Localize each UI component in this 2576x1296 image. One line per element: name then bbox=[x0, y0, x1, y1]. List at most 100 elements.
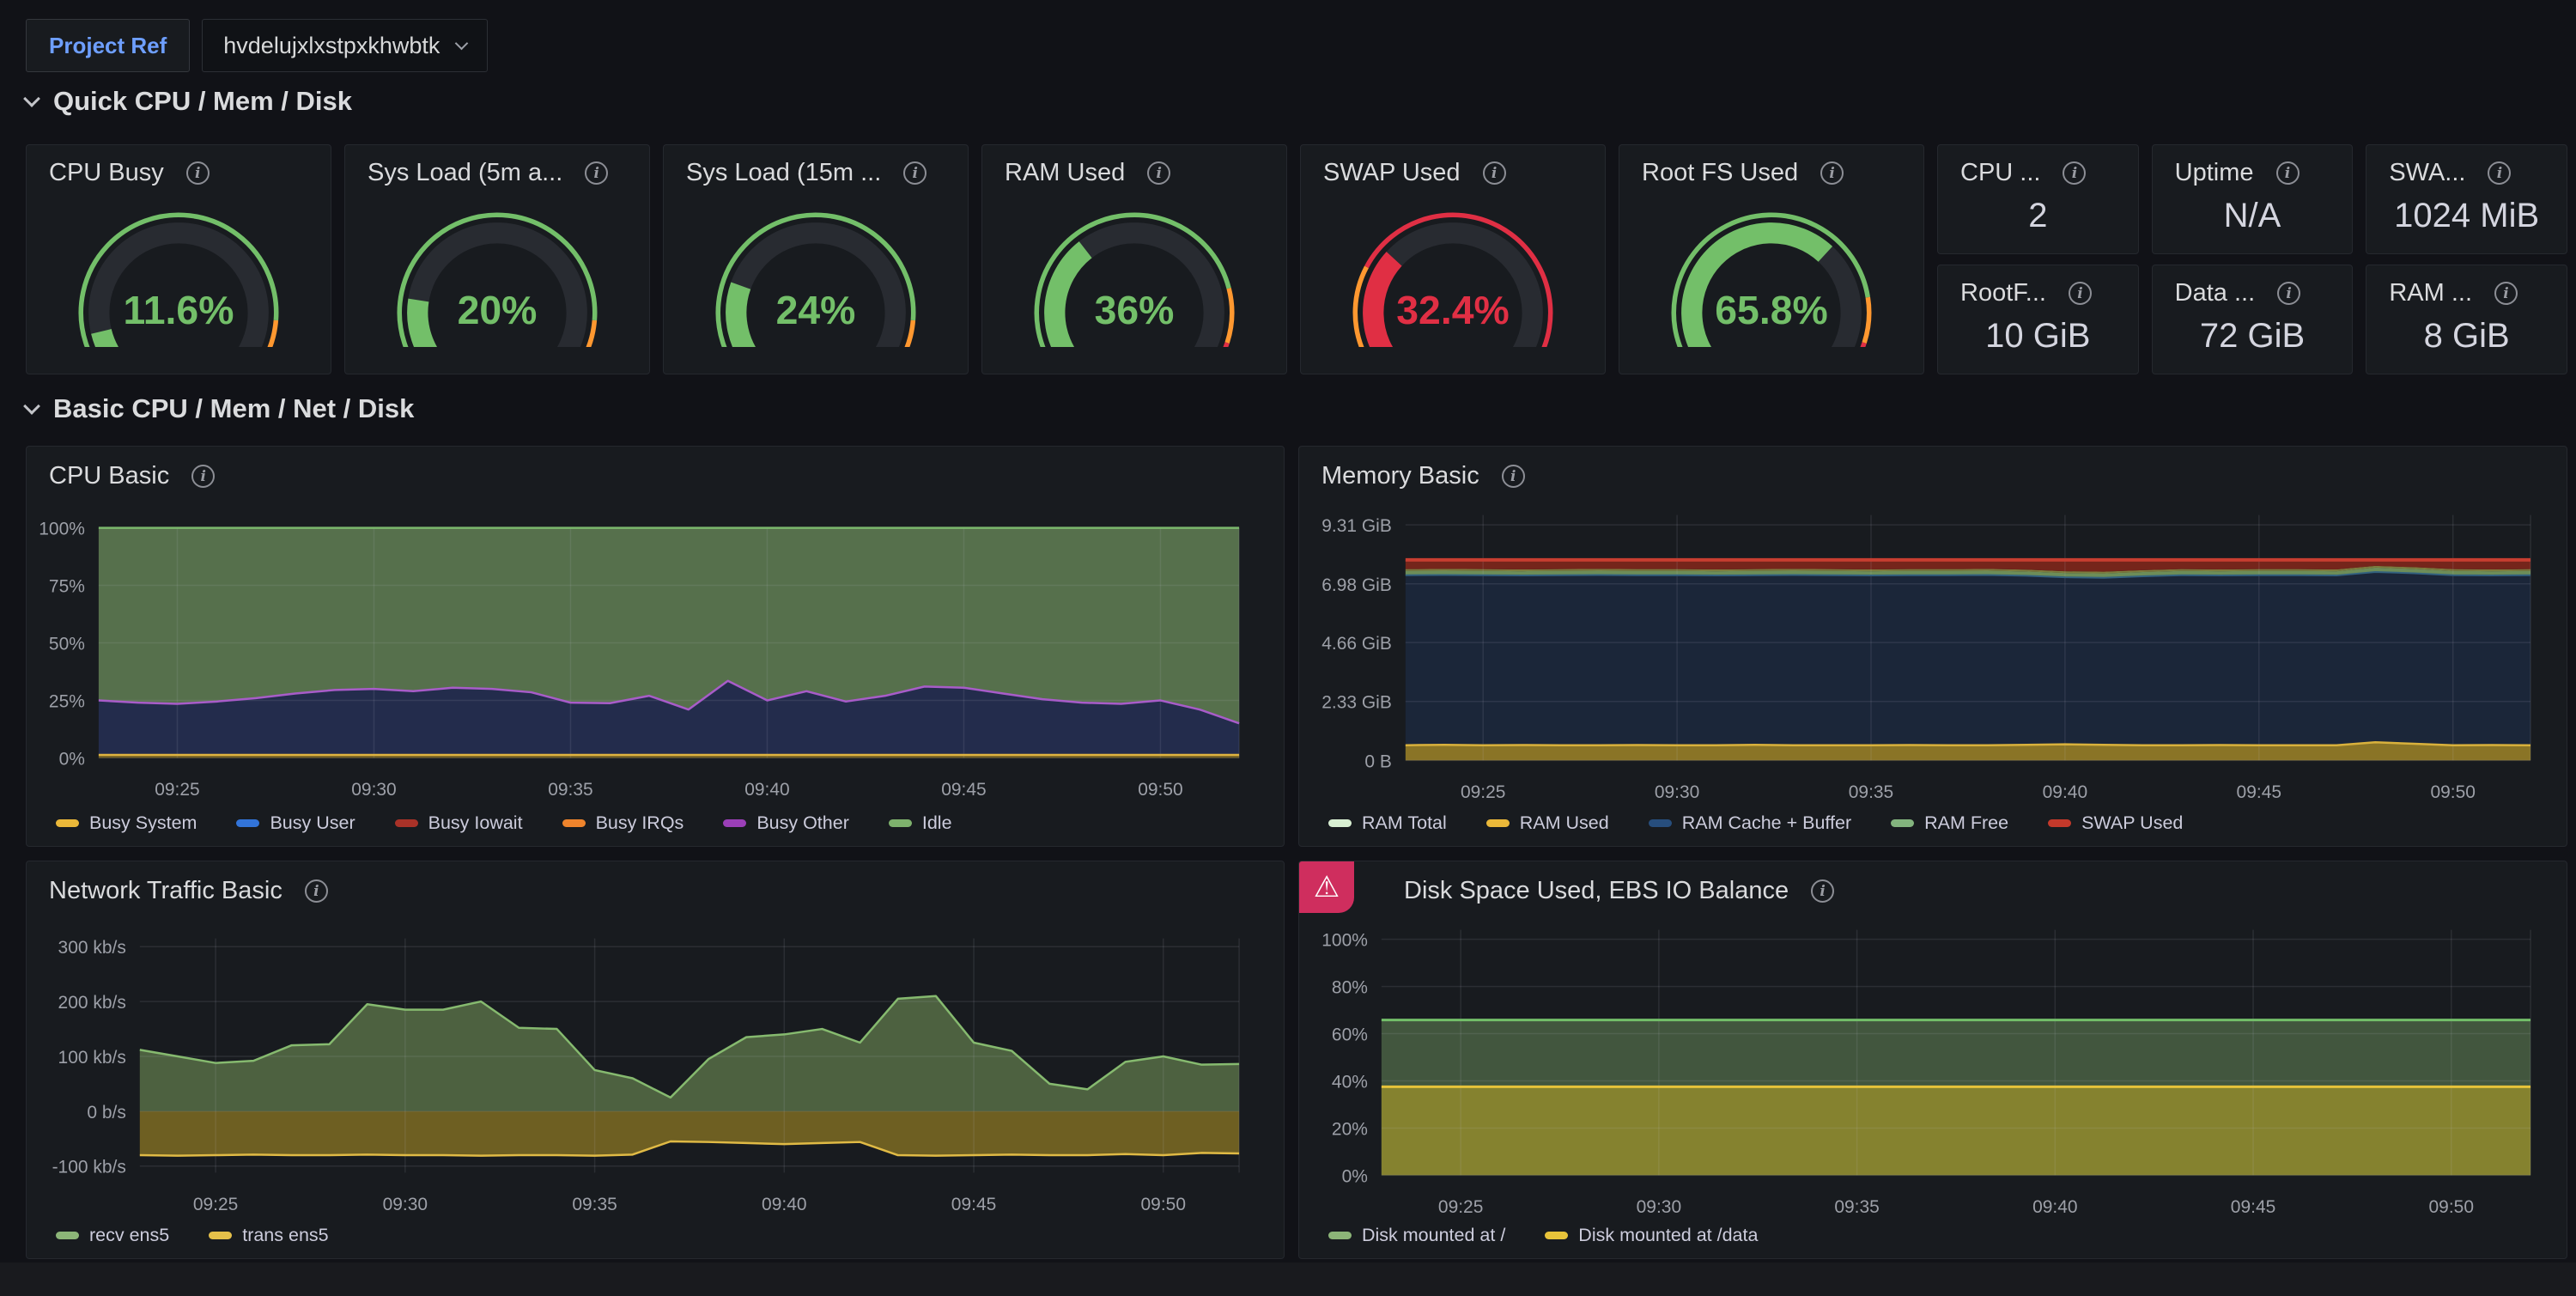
alert-warning-badge[interactable]: ⚠ bbox=[1299, 861, 1354, 913]
svg-text:09:45: 09:45 bbox=[2231, 1197, 2275, 1217]
panel-title[interactable]: Memory Basic bbox=[1321, 462, 1479, 490]
legend-label: trans ens5 bbox=[242, 1225, 328, 1246]
gauge-panel-ram-used: RAM Used i 36% bbox=[981, 144, 1287, 374]
section-header-basic-cpu-mem-net-disk[interactable]: Basic CPU / Mem / Net / Disk bbox=[26, 393, 414, 424]
info-icon[interactable]: i bbox=[1820, 161, 1844, 185]
dashboard-toolbar: Project Ref hvdelujxlxstpxkhwbtk bbox=[26, 19, 488, 72]
legend-item[interactable]: Busy Iowait bbox=[395, 812, 523, 834]
panel-cpu-basic: 0%25%50%75%100%09:2509:3009:3509:4009:45… bbox=[26, 446, 1285, 847]
svg-text:2.33 GiB: 2.33 GiB bbox=[1321, 693, 1392, 713]
svg-text:25%: 25% bbox=[49, 691, 85, 711]
panel-title[interactable]: Network Traffic Basic bbox=[49, 877, 283, 905]
panel-title[interactable]: Data ... bbox=[2175, 279, 2256, 307]
svg-text:09:50: 09:50 bbox=[2429, 1197, 2474, 1217]
panel-title[interactable]: SWAP Used bbox=[1323, 159, 1461, 187]
legend-item[interactable]: RAM Used bbox=[1486, 812, 1609, 834]
svg-text:9.31 GiB: 9.31 GiB bbox=[1321, 516, 1392, 536]
info-icon[interactable]: i bbox=[2063, 161, 2086, 185]
svg-text:09:30: 09:30 bbox=[1637, 1197, 1681, 1217]
legend-item[interactable]: RAM Total bbox=[1328, 812, 1447, 834]
stat-value: 72 GiB bbox=[2153, 307, 2353, 374]
svg-text:32.4%: 32.4% bbox=[1396, 288, 1509, 332]
panel-title[interactable]: SWA... bbox=[2389, 159, 2465, 187]
legend-item[interactable]: RAM Cache + Buffer bbox=[1649, 812, 1851, 834]
legend-item[interactable]: Busy IRQs bbox=[562, 812, 684, 834]
legend-item[interactable]: Disk mounted at / bbox=[1328, 1225, 1505, 1246]
ram-used-gauge: 36% bbox=[1016, 187, 1253, 347]
network-traffic-chart[interactable]: -100 kb/s0 b/s100 kb/s200 kb/s300 kb/s09… bbox=[27, 861, 1284, 1258]
svg-text:0 b/s: 0 b/s bbox=[87, 1103, 125, 1123]
legend-item[interactable]: Busy User bbox=[236, 812, 355, 834]
panel-memory-basic: 0 B2.33 GiB4.66 GiB6.98 GiB9.31 GiB09:25… bbox=[1298, 446, 2567, 847]
disk-space-chart[interactable]: 0%20%40%60%80%100%09:2509:3009:3509:4009… bbox=[1299, 861, 2567, 1258]
panel-title[interactable]: RAM Used bbox=[1005, 159, 1125, 187]
svg-text:80%: 80% bbox=[1332, 978, 1368, 998]
panel-title[interactable]: Sys Load (5m a... bbox=[368, 159, 562, 187]
svg-text:09:25: 09:25 bbox=[193, 1195, 238, 1214]
legend-color-pill bbox=[395, 819, 418, 827]
svg-text:60%: 60% bbox=[1332, 1025, 1368, 1045]
panel-title[interactable]: Root FS Used bbox=[1642, 159, 1798, 187]
gauge-panel-cpu-busy: CPU Busyi 11.6% bbox=[26, 144, 331, 374]
info-icon[interactable]: i bbox=[1147, 161, 1170, 185]
page-bottom-strip bbox=[0, 1263, 2576, 1296]
legend-color-pill bbox=[1649, 819, 1672, 827]
info-icon[interactable]: i bbox=[1483, 161, 1506, 185]
info-icon[interactable]: i bbox=[1811, 879, 1834, 903]
panel-title[interactable]: Uptime bbox=[2175, 159, 2254, 187]
legend-item[interactable]: Idle bbox=[889, 812, 952, 834]
legend-item[interactable]: recv ens5 bbox=[56, 1225, 169, 1246]
info-icon[interactable]: i bbox=[903, 161, 927, 185]
panel-title[interactable]: CPU Busy bbox=[49, 159, 164, 187]
legend-color-pill bbox=[1328, 819, 1352, 827]
legend-color-pill bbox=[889, 819, 912, 827]
stat-value: N/A bbox=[2153, 187, 2353, 253]
section-title: Quick CPU / Mem / Disk bbox=[53, 86, 352, 117]
gauge-panel-root-fs-used: Root FS Usedi 65.8% bbox=[1619, 144, 1924, 374]
legend-item[interactable]: trans ens5 bbox=[209, 1225, 328, 1246]
legend-item[interactable]: SWAP Used bbox=[2048, 812, 2183, 834]
panel-title[interactable]: RootF... bbox=[1960, 279, 2046, 307]
legend-item[interactable]: RAM Free bbox=[1891, 812, 2008, 834]
gauge-panel-sys-load-5m: Sys Load (5m a...i 20% bbox=[344, 144, 650, 374]
panel-title[interactable]: Sys Load (15m ... bbox=[686, 159, 881, 187]
legend-item[interactable]: Busy Other bbox=[723, 812, 849, 834]
panel-title[interactable]: CPU ... bbox=[1960, 159, 2040, 187]
info-icon[interactable]: i bbox=[2276, 161, 2300, 185]
info-icon[interactable]: i bbox=[191, 465, 215, 488]
svg-text:50%: 50% bbox=[49, 635, 85, 654]
cpu-basic-legend: Busy System Busy User Busy Iowait Busy IRQs… bbox=[56, 812, 952, 834]
info-icon[interactable]: i bbox=[1502, 465, 1525, 488]
info-icon[interactable]: i bbox=[186, 161, 210, 185]
info-icon[interactable]: i bbox=[2494, 282, 2518, 305]
svg-text:100%: 100% bbox=[39, 520, 85, 539]
memory-basic-chart[interactable]: 0 B2.33 GiB4.66 GiB6.98 GiB9.31 GiB09:25… bbox=[1299, 447, 2567, 846]
svg-text:20%: 20% bbox=[1332, 1119, 1368, 1139]
panel-title[interactable]: CPU Basic bbox=[49, 462, 169, 490]
project-ref-button[interactable]: Project Ref bbox=[26, 19, 190, 72]
svg-text:4.66 GiB: 4.66 GiB bbox=[1321, 634, 1392, 654]
info-icon[interactable]: i bbox=[305, 879, 328, 903]
svg-text:40%: 40% bbox=[1332, 1073, 1368, 1092]
svg-text:09:50: 09:50 bbox=[2430, 782, 2475, 802]
panel-title[interactable]: Disk Space Used, EBS IO Balance bbox=[1404, 877, 1789, 905]
section-header-quick-cpu-mem-disk[interactable]: Quick CPU / Mem / Disk bbox=[26, 86, 352, 117]
legend-color-pill bbox=[1328, 1232, 1352, 1239]
legend-item[interactable]: Busy System bbox=[56, 812, 197, 834]
info-icon[interactable]: i bbox=[2488, 161, 2511, 185]
info-icon[interactable]: i bbox=[2069, 282, 2092, 305]
svg-text:09:35: 09:35 bbox=[1834, 1197, 1879, 1217]
info-icon[interactable]: i bbox=[585, 161, 608, 185]
project-selector-dropdown[interactable]: hvdelujxlxstpxkhwbtk bbox=[202, 19, 488, 72]
legend-item[interactable]: Disk mounted at /data bbox=[1545, 1225, 1758, 1246]
gauge-panel-sys-load-15m: Sys Load (15m ... i 24% bbox=[663, 144, 969, 374]
cpu-basic-chart[interactable]: 0%25%50%75%100%09:2509:3009:3509:4009:45… bbox=[27, 447, 1284, 846]
info-icon[interactable]: i bbox=[2277, 282, 2300, 305]
svg-text:75%: 75% bbox=[49, 577, 85, 597]
legend-color-pill bbox=[2048, 819, 2071, 827]
stat-value: 10 GiB bbox=[1938, 307, 2138, 374]
stat-panel-swap-total: SWA...i 1024 MiB bbox=[2366, 144, 2567, 254]
svg-text:24%: 24% bbox=[776, 288, 856, 332]
panel-title[interactable]: RAM ... bbox=[2389, 279, 2472, 307]
svg-text:09:40: 09:40 bbox=[762, 1195, 806, 1214]
